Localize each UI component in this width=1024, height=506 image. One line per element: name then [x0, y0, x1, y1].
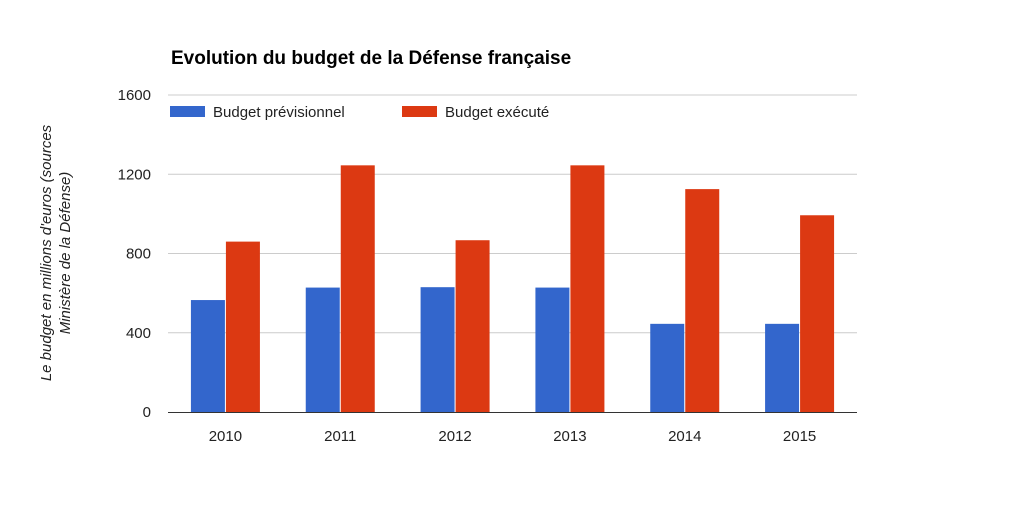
- bar-execute-2011: [340, 165, 375, 412]
- y-axis-ticks: 0 400 800 1200 1600: [118, 87, 151, 421]
- legend-label-execute: Budget exécuté: [445, 104, 549, 121]
- x-tick-label: 2014: [668, 428, 701, 445]
- bar-execute-2012: [455, 240, 490, 412]
- legend-swatch-execute: [402, 106, 437, 117]
- bar-previsionnel-2013: [535, 287, 570, 412]
- bar-previsionnel-2014: [650, 323, 685, 412]
- bar-previsionnel-2015: [765, 323, 800, 412]
- y-axis-label-line-1: Le budget en millions d'euros (sources: [38, 124, 55, 381]
- bar-previsionnel-2011: [305, 287, 340, 412]
- y-axis-label: Le budget en millions d'euros (sources M…: [38, 124, 74, 381]
- legend: Budget prévisionnel Budget exécuté: [170, 104, 549, 121]
- bar-execute-2013: [570, 165, 605, 412]
- x-tick-label: 2015: [783, 428, 816, 445]
- bar-previsionnel-2010: [190, 300, 225, 412]
- legend-swatch-previsionnel: [170, 106, 205, 117]
- legend-label-previsionnel: Budget prévisionnel: [213, 104, 345, 121]
- y-axis-label-line-2: Ministère de la Défense): [57, 172, 74, 335]
- x-tick-label: 2011: [324, 428, 356, 445]
- bar-execute-2015: [800, 215, 835, 412]
- y-tick-label: 1600: [118, 87, 151, 104]
- bars: [190, 165, 835, 412]
- gridlines: [168, 94, 857, 334]
- bar-execute-2010: [225, 241, 260, 412]
- chart-title: Evolution du budget de la Défense frança…: [171, 48, 571, 69]
- x-tick-label: 2010: [209, 428, 242, 445]
- y-tick-label: 1200: [118, 166, 151, 183]
- y-tick-label: 400: [126, 325, 151, 342]
- y-tick-label: 800: [126, 246, 151, 263]
- bar-previsionnel-2012: [420, 287, 455, 412]
- bar-execute-2014: [685, 189, 720, 412]
- x-tick-label: 2013: [553, 428, 586, 445]
- x-tick-label: 2012: [438, 428, 471, 445]
- y-tick-label: 0: [143, 404, 151, 421]
- x-axis-ticks: 2010 2011 2012 2013 2014 2015: [209, 428, 817, 445]
